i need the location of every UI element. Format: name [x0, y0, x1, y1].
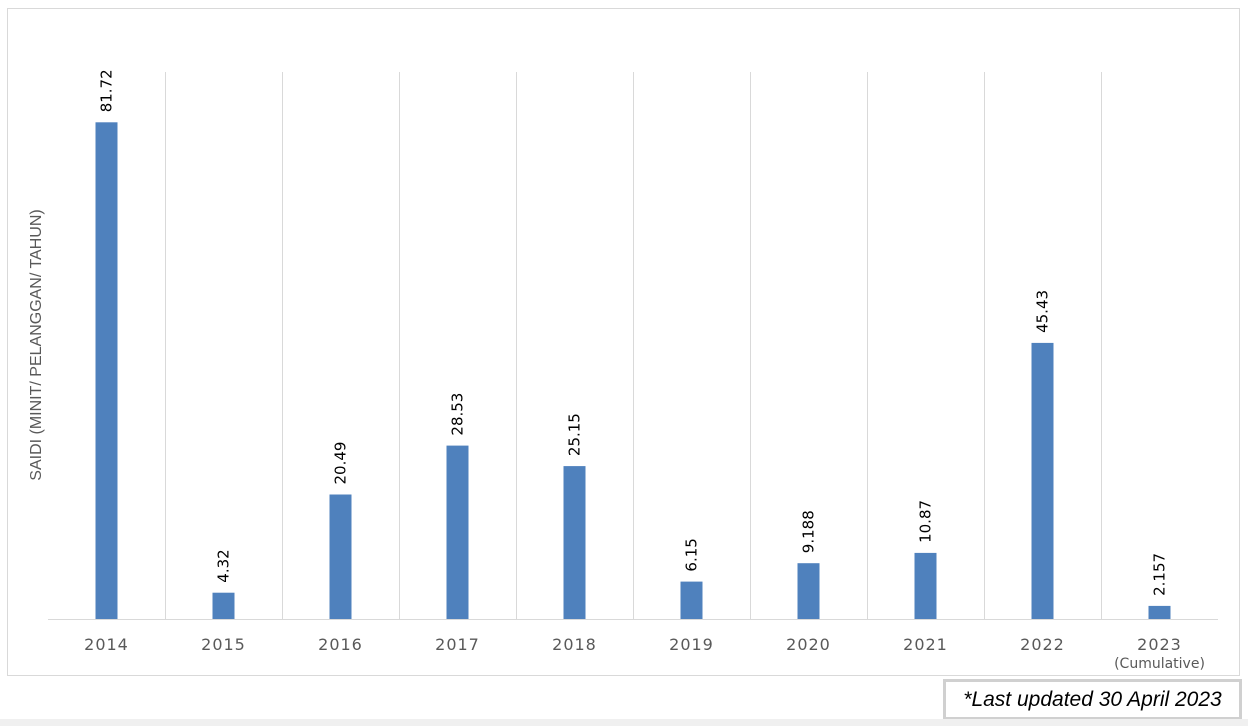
- x-tick-2017: 2017: [435, 635, 480, 654]
- x-tick-2023: 2023: [1137, 635, 1182, 654]
- data-label-2019: 6.15: [683, 538, 701, 571]
- data-label-2020: 9.188: [800, 510, 818, 553]
- x-tick-2019: 2019: [669, 635, 714, 654]
- last-updated-text: *Last updated 30 April 2023: [963, 687, 1222, 711]
- x-tick-2018: 2018: [552, 635, 597, 654]
- bars: [95, 122, 1171, 620]
- data-label-2021: 10.87: [917, 500, 935, 543]
- bottom-strip: [0, 719, 1248, 726]
- data-label-2016: 20.49: [332, 442, 350, 485]
- bar-2018: [563, 466, 586, 619]
- x-tick-2022: 2022: [1020, 635, 1065, 654]
- x-tick-2020: 2020: [786, 635, 831, 654]
- last-updated-note: *Last updated 30 April 2023: [943, 679, 1242, 720]
- bar-2017: [446, 445, 469, 619]
- bar-2023: [1148, 605, 1171, 619]
- data-label-2023: 2.157: [1151, 553, 1169, 596]
- data-label-2014: 81.72: [98, 69, 116, 112]
- data-label-2015: 4.32: [215, 549, 233, 582]
- x-tick-2016: 2016: [318, 635, 363, 654]
- gridlines: [165, 72, 1102, 619]
- bar-2019: [680, 581, 703, 619]
- x-tick-2021: 2021: [903, 635, 948, 654]
- bar-2022: [1031, 342, 1054, 619]
- data-label-2018: 25.15: [566, 413, 584, 456]
- bar-2020: [797, 563, 820, 619]
- bar-2015: [212, 592, 235, 619]
- x-tick-2014: 2014: [84, 635, 129, 654]
- x-tick-labels: 2014 2015 2016 2017 2018 2019 2020 2021 2022 2023…: [84, 635, 1205, 672]
- bar-2016: [329, 494, 352, 619]
- data-label-2017: 28.53: [449, 393, 467, 436]
- x-tick-2015: 2015: [201, 635, 246, 654]
- y-axis-label: SAIDI (MINIT/ PELANGGAN/ TAHUN): [28, 209, 45, 480]
- bar-2014: [95, 122, 118, 620]
- bar-2021: [914, 552, 937, 619]
- data-label-2022: 45.43: [1034, 290, 1052, 333]
- data-labels: 81.72 4.32 20.49 28.53 25.15 6.15 9.188 10.87 45…: [98, 69, 1169, 596]
- x-tick-sublabel-2023: (Cumulative): [1114, 656, 1205, 672]
